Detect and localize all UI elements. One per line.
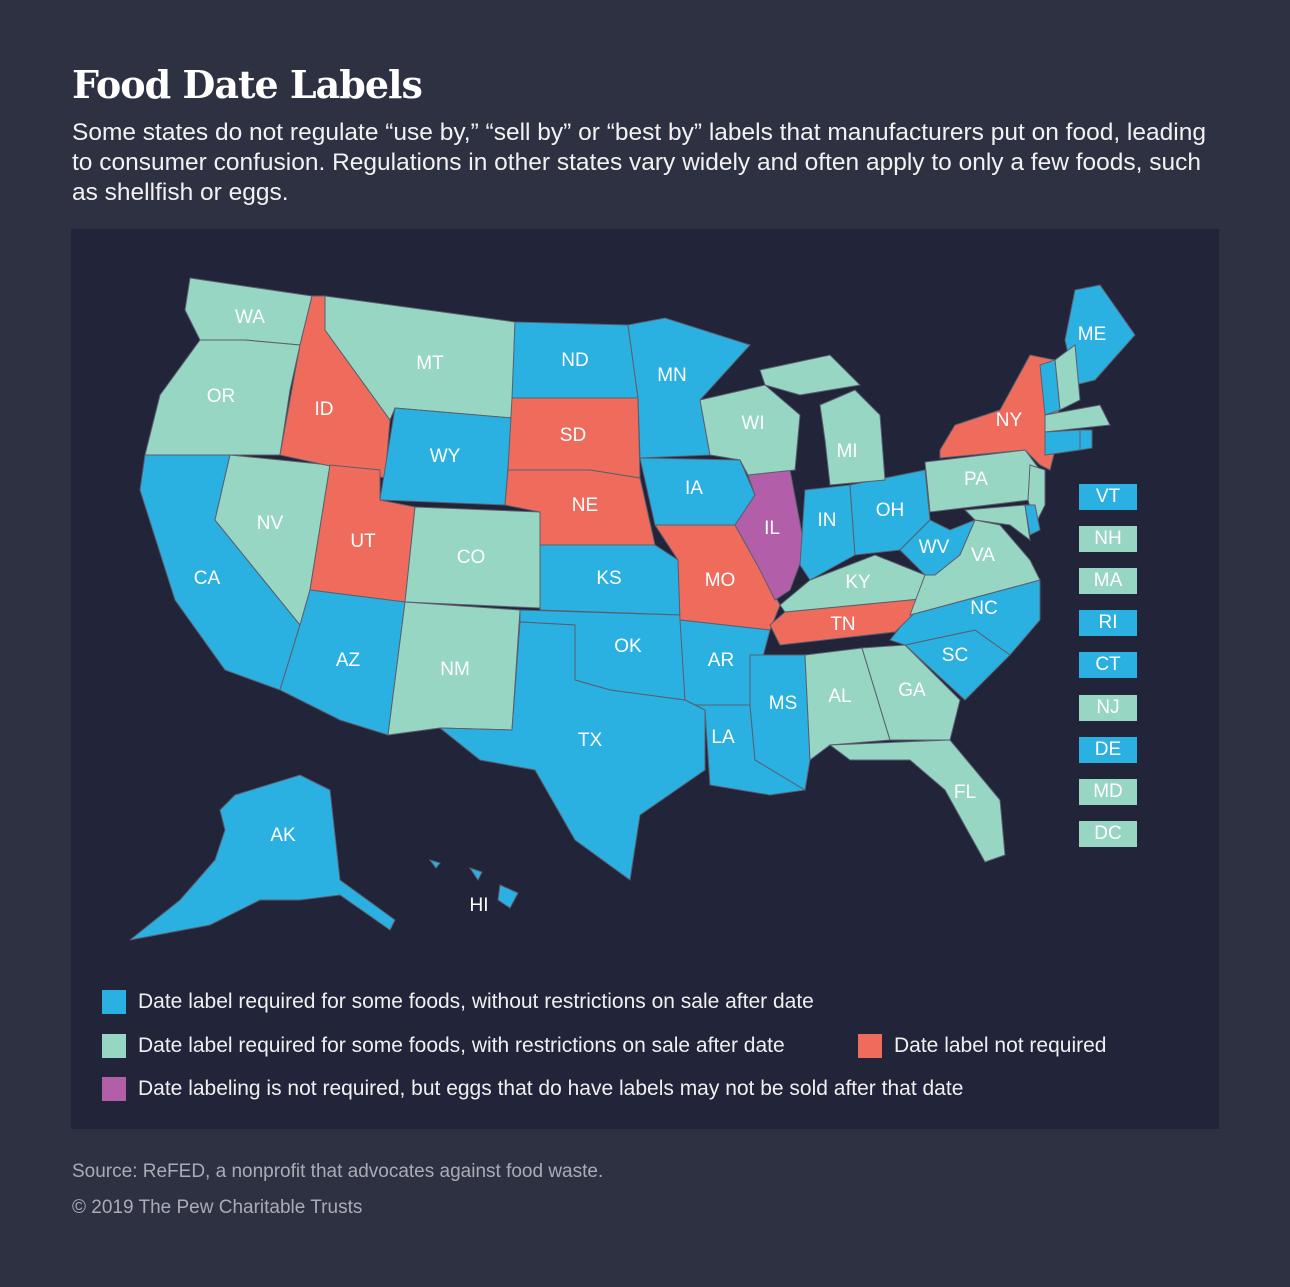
legend-label: Date label required for some foods, with… xyxy=(138,1034,785,1057)
state-label-ms: MS xyxy=(769,693,798,714)
state-label-ca: CA xyxy=(194,568,221,589)
small-state-box-de: DE xyxy=(1079,736,1137,763)
state-label-il: IL xyxy=(764,518,780,539)
state-label-wi: WI xyxy=(741,413,764,434)
state-label-va: VA xyxy=(971,545,995,566)
state-label-nd: ND xyxy=(561,350,588,371)
state-label-mi: MI xyxy=(836,441,857,462)
state-label-mt: MT xyxy=(416,353,444,374)
source-note: Source: ReFED, a nonprofit that advocate… xyxy=(72,1161,604,1182)
state-wi xyxy=(699,384,801,476)
state-label-hi: HI xyxy=(470,895,489,916)
state-ct xyxy=(1044,429,1081,456)
legend-swatch-mint xyxy=(102,1034,126,1058)
state-label-in: IN xyxy=(818,510,837,531)
state-label-id: ID xyxy=(315,399,334,420)
small-state-box-nj: NJ xyxy=(1079,694,1137,721)
state-label-fl: FL xyxy=(954,782,976,803)
state-label-ia: IA xyxy=(685,478,703,499)
state-label-wv: WV xyxy=(919,537,950,558)
state-label-ar: AR xyxy=(708,650,734,671)
state-ak xyxy=(129,774,396,941)
state-mi xyxy=(819,389,886,486)
page-title: Food Date Labels xyxy=(72,62,423,107)
state-label-mo: MO xyxy=(705,570,736,591)
state-label-me: ME xyxy=(1078,324,1107,345)
small-state-box-nh: NH xyxy=(1079,526,1137,553)
state-label-ut: UT xyxy=(350,531,376,552)
state-fl xyxy=(828,739,1006,863)
state-hi xyxy=(428,859,441,869)
state-label-sd: SD xyxy=(560,425,586,446)
state-label-ne: NE xyxy=(572,495,598,516)
state-ma xyxy=(1044,404,1111,433)
state-hi xyxy=(497,884,519,909)
state-de xyxy=(1024,504,1041,536)
state-label-or: OR xyxy=(207,386,236,407)
legend-item-salmon: Date label not required xyxy=(858,1034,1106,1058)
legend-swatch-blue xyxy=(102,990,126,1014)
legend-label: Date label not required xyxy=(894,1034,1107,1057)
state-label-ga: GA xyxy=(898,680,926,701)
state-ga xyxy=(861,644,961,741)
state-va xyxy=(909,519,1041,616)
legend-swatch-salmon xyxy=(858,1034,882,1058)
state-ri xyxy=(1079,429,1093,451)
legend-swatch-purple xyxy=(102,1077,126,1101)
legend-label: Date labeling is not required, but eggs … xyxy=(138,1077,964,1100)
state-label-ks: KS xyxy=(596,568,621,589)
state-label-ak: AK xyxy=(270,825,296,846)
state-label-ok: OK xyxy=(614,636,642,657)
small-state-box-vt: VT xyxy=(1079,484,1137,510)
state-label-tn: TN xyxy=(830,614,855,635)
small-state-box-ri: RI xyxy=(1079,610,1137,637)
state-label-nm: NM xyxy=(440,659,470,680)
state-vt xyxy=(1039,359,1061,416)
state-hi xyxy=(468,867,483,881)
state-mi xyxy=(759,354,862,396)
small-state-box-ma: MA xyxy=(1079,568,1137,595)
subtitle: Some states do not regulate “use by,” “s… xyxy=(72,119,1206,206)
state-label-al: AL xyxy=(828,686,851,707)
state-label-co: CO xyxy=(457,547,486,568)
state-in xyxy=(799,484,856,581)
state-label-ky: KY xyxy=(845,572,871,593)
state-label-nv: NV xyxy=(257,513,284,534)
state-label-pa: PA xyxy=(964,469,988,490)
state-label-oh: OH xyxy=(876,500,905,521)
small-state-box-dc: DC xyxy=(1079,820,1137,847)
small-state-box-ct: CT xyxy=(1079,652,1137,679)
state-label-wy: WY xyxy=(430,446,461,467)
copyright: © 2019 The Pew Charitable Trusts xyxy=(72,1197,363,1218)
legend-item-mint: Date label required for some foods, with… xyxy=(102,1034,785,1058)
state-tx xyxy=(438,621,706,881)
legend-item-blue: Date label required for some foods, with… xyxy=(102,990,814,1014)
state-md xyxy=(963,504,1031,542)
state-label-sc: SC xyxy=(942,645,968,666)
state-label-ny: NY xyxy=(996,410,1023,431)
state-il xyxy=(734,469,806,601)
state-label-wa: WA xyxy=(235,307,265,328)
state-label-la: LA xyxy=(711,727,735,748)
state-label-mn: MN xyxy=(657,365,687,386)
state-label-az: AZ xyxy=(336,650,361,671)
small-state-box-md: MD xyxy=(1079,778,1137,805)
state-me xyxy=(1064,284,1136,386)
legend-item-purple: Date labeling is not required, but eggs … xyxy=(102,1077,963,1101)
legend-label: Date label required for some foods, with… xyxy=(138,990,814,1013)
state-al xyxy=(804,647,891,761)
state-label-tx: TX xyxy=(578,730,603,751)
state-label-nc: NC xyxy=(970,598,997,619)
